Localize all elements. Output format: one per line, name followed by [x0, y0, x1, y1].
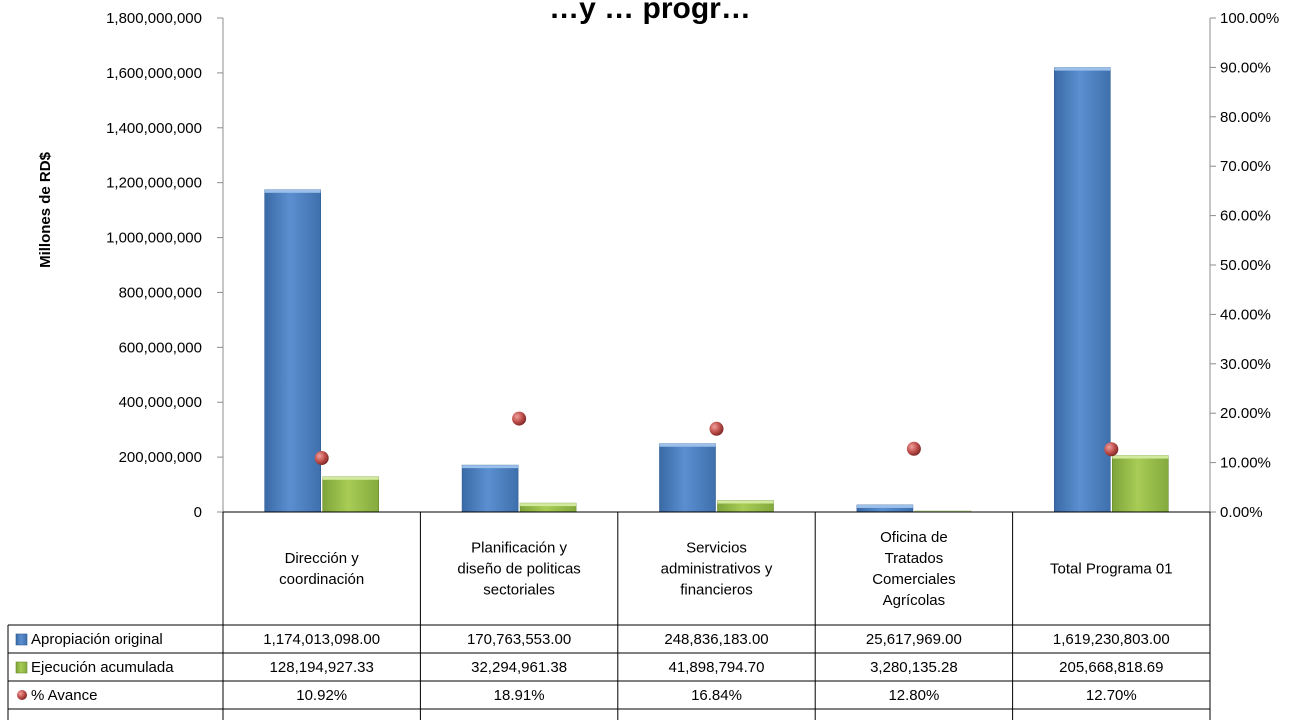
category-label: diseño de politicas — [457, 561, 580, 578]
bar-apropiacion-original — [461, 464, 519, 513]
table-cell: 128,194,927.33 — [270, 659, 374, 676]
bar-apropiacion-original — [659, 443, 716, 513]
y2-tick-label: 100.00% — [1220, 10, 1279, 27]
bar-ejecucion-acumulada-top — [520, 503, 577, 507]
y2-tick-label: 0.00% — [1220, 504, 1263, 521]
table-cell: 12.80% — [888, 687, 939, 704]
y2-tick-label: 40.00% — [1220, 306, 1271, 323]
y-axis: 0 200,000,000 400,000,000 600,000,000 800,00… — [106, 10, 224, 521]
category-label: Comerciales — [872, 571, 955, 588]
marker-avance — [314, 451, 329, 466]
y2-tick-label: 50.00% — [1220, 257, 1271, 274]
category-label: Dirección y — [285, 550, 360, 567]
y2-tick-label: 80.00% — [1220, 109, 1271, 126]
bar-ejecucion-acumulada-top — [322, 476, 379, 480]
table-cell: 32,294,961.38 — [471, 659, 567, 676]
category-label: Agrícolas — [883, 592, 946, 609]
marker-avance — [906, 441, 921, 456]
category-label: coordinación — [279, 571, 364, 588]
chart-title: …y … progr… — [549, 0, 751, 25]
series-name: % Avance — [31, 687, 97, 704]
bar-apropiacion-original-top — [264, 189, 321, 193]
y2-tick-label: 70.00% — [1220, 158, 1271, 175]
category-label: Planificación y — [471, 540, 567, 557]
series-name: Apropiación original — [31, 631, 163, 648]
table-cell: 3,280,135.28 — [870, 659, 958, 676]
table-cell: 170,763,553.00 — [467, 631, 571, 648]
marker-avance — [512, 411, 527, 426]
y2-tick-label: 20.00% — [1220, 405, 1271, 422]
table-cell: 1,174,013,098.00 — [263, 631, 380, 648]
category-label: administrativos y — [661, 561, 773, 578]
bar-apropiacion-original-top — [462, 465, 519, 469]
category-label: Oficina de — [880, 529, 948, 546]
y-tick-label: 1,000,000,000 — [106, 230, 202, 247]
y-tick-label: 1,400,000,000 — [106, 120, 202, 137]
bar-ejecucion-acumulada-top — [1112, 455, 1169, 459]
y2-tick-label: 60.00% — [1220, 208, 1271, 225]
y-tick-label: 1,600,000,000 — [106, 65, 202, 82]
series-name: Ejecución acumulada — [31, 659, 174, 676]
bar-ejecucion-acumulada-top — [717, 500, 774, 504]
category-label: Servicios — [686, 540, 747, 557]
category-label: Tratados — [885, 550, 944, 567]
marker-avance — [709, 421, 724, 436]
table-cell: 16.84% — [691, 687, 742, 704]
bar-apropiacion-original-top — [659, 443, 716, 447]
table-cell: 25,617,969.00 — [866, 631, 962, 648]
y-tick-label: 400,000,000 — [119, 394, 202, 411]
y2-axis: 0.00% 10.00% 20.00% 30.00% 40.00% 50.00% 60.00… — [1209, 10, 1279, 521]
marker-avance — [1104, 442, 1119, 457]
bar-ejecucion-acumulada — [1112, 455, 1169, 513]
bar-apropiacion-original-top — [856, 504, 913, 508]
table-cell: 1,619,230,803.00 — [1053, 631, 1170, 648]
table-cell: 41,898,794.70 — [669, 659, 765, 676]
legend-key-0 — [15, 633, 28, 646]
table-cell: 10.92% — [296, 687, 347, 704]
y-tick-label: 200,000,000 — [119, 449, 202, 466]
table-cell: 205,668,818.69 — [1059, 659, 1163, 676]
y-tick-label: 600,000,000 — [119, 339, 202, 356]
category-label: financieros — [680, 582, 753, 599]
chart-marks — [264, 67, 1169, 513]
y2-tick-label: 90.00% — [1220, 59, 1271, 76]
bar-ejecucion-acumulada — [322, 476, 380, 513]
y-axis-label: Millones de RD$ — [37, 151, 54, 268]
y-tick-label: 1,800,000,000 — [106, 10, 202, 27]
bar-apropiacion-original-top — [1054, 67, 1111, 71]
bar-apropiacion-original — [264, 189, 322, 513]
table-cell: 18.91% — [494, 687, 545, 704]
y-tick-label: 800,000,000 — [119, 284, 202, 301]
y2-tick-label: 30.00% — [1220, 356, 1271, 373]
y-tick-label: 0 — [194, 504, 202, 521]
data-table: Dirección y coordinación Planificación y di… — [7, 511, 1211, 720]
legend-key-2 — [17, 690, 27, 700]
table-cell: 248,836,183.00 — [664, 631, 768, 648]
legend-key-1 — [15, 661, 28, 674]
table-cell: 12.70% — [1086, 687, 1137, 704]
y-tick-label: 1,200,000,000 — [106, 175, 202, 192]
category-label: sectoriales — [483, 582, 555, 599]
y2-tick-label: 10.00% — [1220, 455, 1271, 472]
bar-apropiacion-original — [1054, 67, 1111, 513]
category-label: Total Programa 01 — [1050, 561, 1173, 578]
